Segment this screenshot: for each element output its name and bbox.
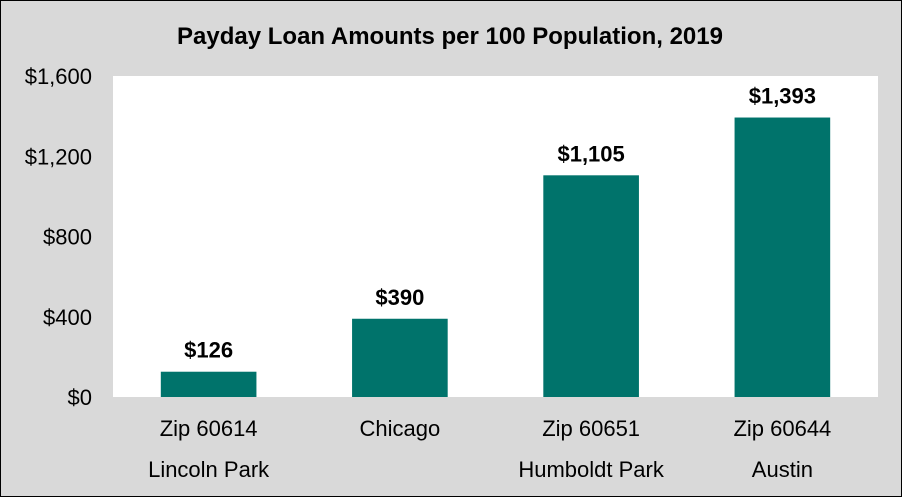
y-axis-ticks: $0 $400 $800 $1,200 $1,600: [25, 64, 92, 410]
data-label: $390: [375, 285, 424, 310]
y-tick-label: $1,200: [25, 144, 92, 169]
y-tick-label: $1,600: [25, 64, 92, 89]
x-category-sublabel: Lincoln Park: [148, 457, 270, 482]
x-category-sublabel: Humboldt Park: [518, 457, 665, 482]
bar: [352, 318, 448, 397]
x-category-label: Zip 60614: [160, 416, 258, 441]
x-category-label: Zip 60644: [733, 416, 831, 441]
bar: [734, 117, 831, 398]
bar: [160, 371, 257, 397]
bars: [160, 117, 831, 398]
data-label: $126: [184, 338, 233, 363]
y-tick-label: $400: [43, 305, 92, 330]
data-label: $1,393: [749, 84, 816, 109]
bar: [543, 175, 639, 397]
data-label: $1,105: [557, 141, 624, 166]
x-category-label: Zip 60651: [542, 416, 640, 441]
data-labels: $126 $390 $1,105 $1,393: [184, 84, 816, 363]
y-tick-label: $0: [68, 385, 92, 410]
x-axis-labels: Zip 60614 Lincoln Park Chicago Zip 60651 Hum…: [148, 416, 831, 482]
chart-title: Payday Loan Amounts per 100 Population, …: [177, 23, 723, 50]
y-tick-label: $800: [43, 225, 92, 250]
x-category-sublabel: Austin: [752, 457, 813, 482]
x-category-label: Chicago: [360, 416, 441, 441]
